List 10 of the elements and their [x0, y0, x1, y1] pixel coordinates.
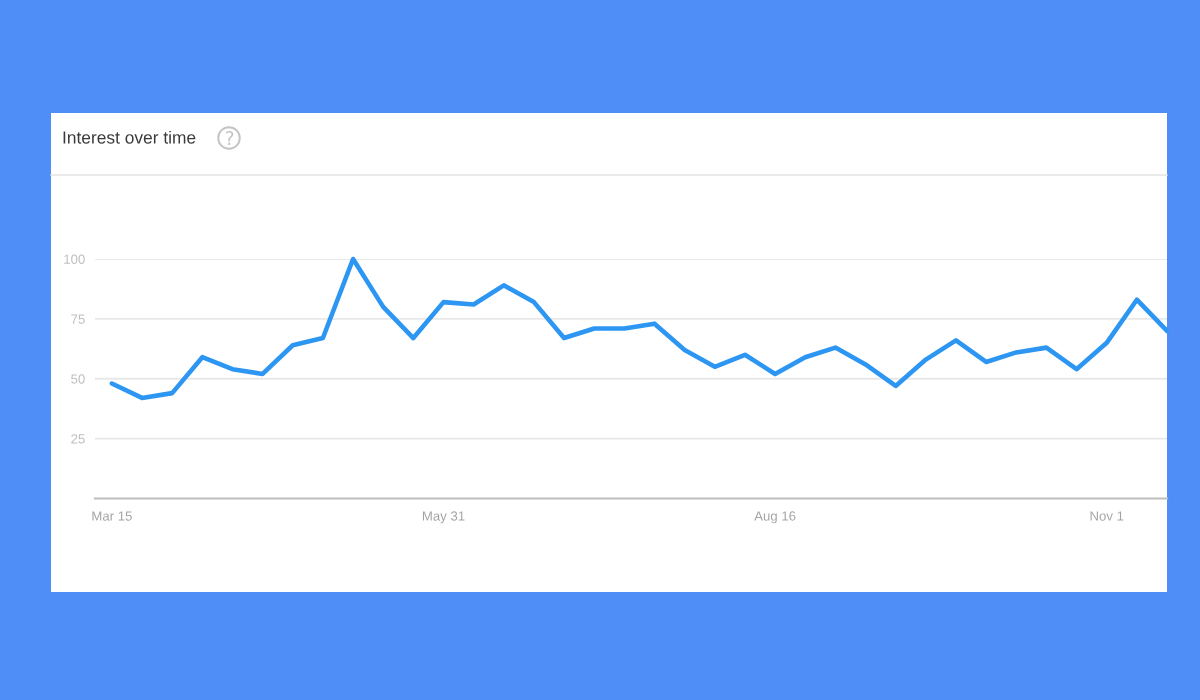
y-tick-label: 50: [71, 374, 85, 384]
chart-title: Interest over time: [63, 130, 196, 144]
x-tick-label: Aug 16: [754, 511, 796, 524]
x-tick-label: Nov 1: [1090, 511, 1124, 521]
y-tick-label: 75: [71, 314, 85, 324]
x-tick-label: May 31: [422, 511, 465, 524]
y-tick-label: 25: [71, 434, 85, 444]
x-tick-label: Mar 15: [92, 511, 132, 521]
y-tick-label: 100: [64, 254, 85, 264]
line-series: [109, 256, 1170, 401]
